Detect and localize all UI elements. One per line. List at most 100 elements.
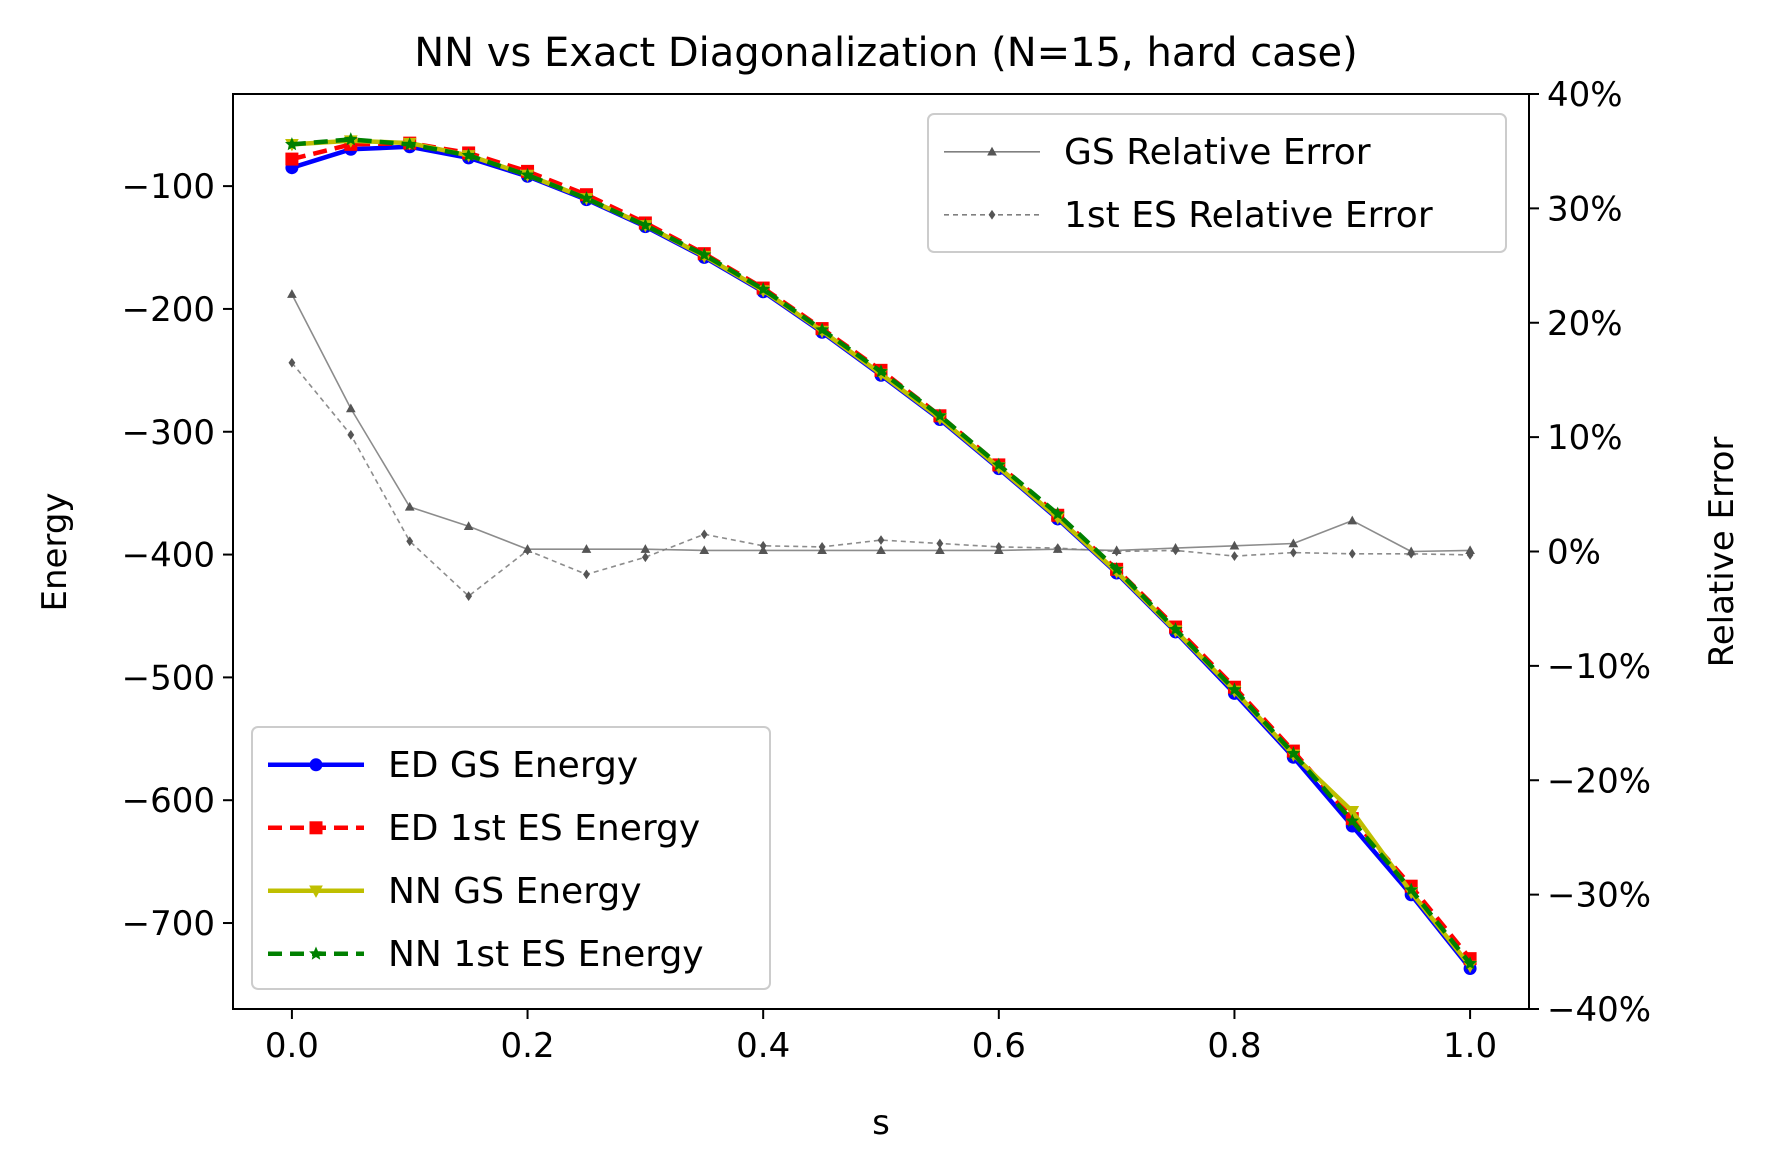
data-point-nn-1st-es-energy [1463, 956, 1478, 970]
data-point-nn-1st-es-energy [1050, 506, 1065, 520]
y2-tick-label: −40% [1547, 990, 1651, 1030]
data-point-1st-es-relative-error [995, 542, 1003, 552]
x-tick-label: 0.4 [736, 1026, 790, 1066]
x-tick-label: 0.2 [501, 1026, 555, 1066]
chart-title: NN vs Exact Diagonalization (N=15, hard … [414, 30, 1358, 76]
y-axis-right-label: Relative Error [1702, 437, 1742, 668]
data-point-1st-es-relative-error [1289, 547, 1297, 558]
data-point-1st-es-relative-error [1054, 543, 1062, 553]
legend-marker [988, 209, 996, 220]
y-tick-label: −400 [122, 536, 215, 576]
data-point-nn-1st-es-energy [402, 137, 417, 151]
data-point-nn-1st-es-energy [520, 167, 535, 181]
legend-energy: ED GS Energy ED 1st ES Energy NN GS Energy… [251, 726, 771, 990]
data-point-gs-relative-error [1288, 538, 1299, 548]
data-point-nn-1st-es-energy [874, 364, 888, 378]
data-point-nn-1st-es-energy [756, 282, 771, 296]
data-point-1st-es-relative-error [288, 357, 296, 368]
legend-marker [309, 821, 323, 835]
data-point-nn-1st-es-energy [1345, 813, 1360, 827]
data-point-nn-1st-es-energy [1168, 622, 1183, 636]
y-tick-label: −700 [122, 904, 215, 944]
data-point-1st-es-relative-error [524, 545, 531, 556]
data-point-1st-es-relative-error [465, 591, 473, 601]
data-point-nn-1st-es-energy [1404, 882, 1419, 896]
data-point-gs-relative-error [463, 521, 474, 531]
data-point-1st-es-relative-error [347, 429, 355, 440]
data-point-gs-relative-error [876, 545, 886, 555]
series-1st-es-relative-error [288, 357, 1474, 601]
y2-tick-label: 0% [1547, 533, 1601, 573]
data-point-1st-es-relative-error [1407, 548, 1415, 559]
data-point-nn-1st-es-energy [815, 322, 830, 336]
legend-label: 1st ES Relative Error [1064, 195, 1433, 236]
data-point-gs-relative-error [1229, 540, 1240, 550]
x-tick-label: 0.8 [1207, 1026, 1261, 1066]
legend-label: NN GS Energy [388, 871, 642, 912]
data-point-nn-1st-es-energy [579, 191, 594, 205]
y-tick-label: −200 [122, 290, 215, 330]
data-point-1st-es-relative-error [877, 535, 885, 545]
data-point-1st-es-relative-error [406, 536, 414, 547]
data-point-1st-es-relative-error [818, 542, 826, 552]
data-point-1st-es-relative-error [700, 529, 708, 540]
legend-marker [987, 146, 997, 156]
y2-tick-label: −10% [1547, 647, 1651, 687]
x-tick-label: 1.0 [1443, 1026, 1497, 1066]
y-tick-label: −500 [122, 658, 215, 698]
data-point-nn-1st-es-energy [461, 148, 476, 162]
data-point-1st-es-relative-error [1466, 550, 1474, 560]
data-point-1st-es-relative-error [641, 552, 649, 563]
plot-area [284, 132, 1478, 975]
legend-box [927, 113, 1507, 253]
data-point-1st-es-relative-error [1231, 551, 1238, 561]
legend-label: ED 1st ES Energy [388, 808, 700, 849]
legend-label: ED GS Energy [388, 745, 638, 786]
series-line-1st-es-relative-error [291, 362, 1471, 597]
data-point-nn-1st-es-energy [1109, 562, 1124, 576]
legend-marker [309, 885, 323, 898]
y-tick-label: −600 [122, 781, 215, 821]
data-point-gs-relative-error [1347, 515, 1358, 525]
data-point-1st-es-relative-error [759, 540, 767, 551]
data-point-nn-1st-es-energy [991, 457, 1006, 471]
data-point-1st-es-relative-error [1113, 546, 1121, 557]
data-point-nn-1st-es-energy [638, 218, 653, 232]
legend-box [251, 726, 771, 990]
data-point-1st-es-relative-error [936, 538, 944, 549]
legend-marker [309, 758, 323, 772]
legend-label: GS Relative Error [1064, 132, 1371, 173]
data-point-ed-1st-es-energy [285, 152, 299, 166]
y2-tick-label: 20% [1547, 304, 1623, 344]
series-nn-1st-es-energy [284, 132, 1478, 970]
y-axis-left: −100 −200 −300 −400 −500 −600 −700 [122, 167, 233, 944]
y2-tick-label: 40% [1547, 75, 1623, 115]
y-tick-label: −100 [122, 167, 215, 207]
x-axis: 0.0 0.2 0.4 0.6 0.8 1.0 [265, 1009, 1497, 1066]
data-point-nn-gs-energy [1345, 805, 1360, 819]
data-point-nn-1st-es-energy [1227, 682, 1242, 696]
data-point-gs-relative-error [699, 545, 710, 555]
data-point-1st-es-relative-error [1172, 545, 1179, 556]
data-point-1st-es-relative-error [1348, 548, 1356, 559]
x-tick-label: 0.6 [972, 1026, 1026, 1066]
data-point-nn-1st-es-energy [284, 137, 299, 151]
data-point-gs-relative-error [581, 544, 592, 553]
data-point-nn-1st-es-energy [697, 247, 712, 261]
legend-marker [309, 946, 323, 960]
data-point-gs-relative-error [345, 403, 356, 413]
y-tick-label: −300 [122, 413, 215, 453]
legend-label: NN 1st ES Energy [388, 934, 704, 975]
y-axis-right: 40% 30% 20% 10% 0% −10% −20% −30% −40% [1529, 75, 1651, 1030]
x-axis-label: s [872, 1103, 890, 1143]
data-point-nn-1st-es-energy [932, 408, 947, 422]
data-point-nn-1st-es-energy [343, 132, 358, 146]
data-point-1st-es-relative-error [583, 569, 590, 580]
data-point-gs-relative-error [935, 545, 945, 555]
y-axis-label: Energy [35, 492, 75, 611]
x-tick-label: 0.0 [265, 1026, 319, 1066]
legend-error: GS Relative Error 1st ES Relative Error [927, 113, 1507, 253]
y2-tick-label: −30% [1547, 876, 1651, 916]
data-point-gs-relative-error [287, 289, 297, 298]
